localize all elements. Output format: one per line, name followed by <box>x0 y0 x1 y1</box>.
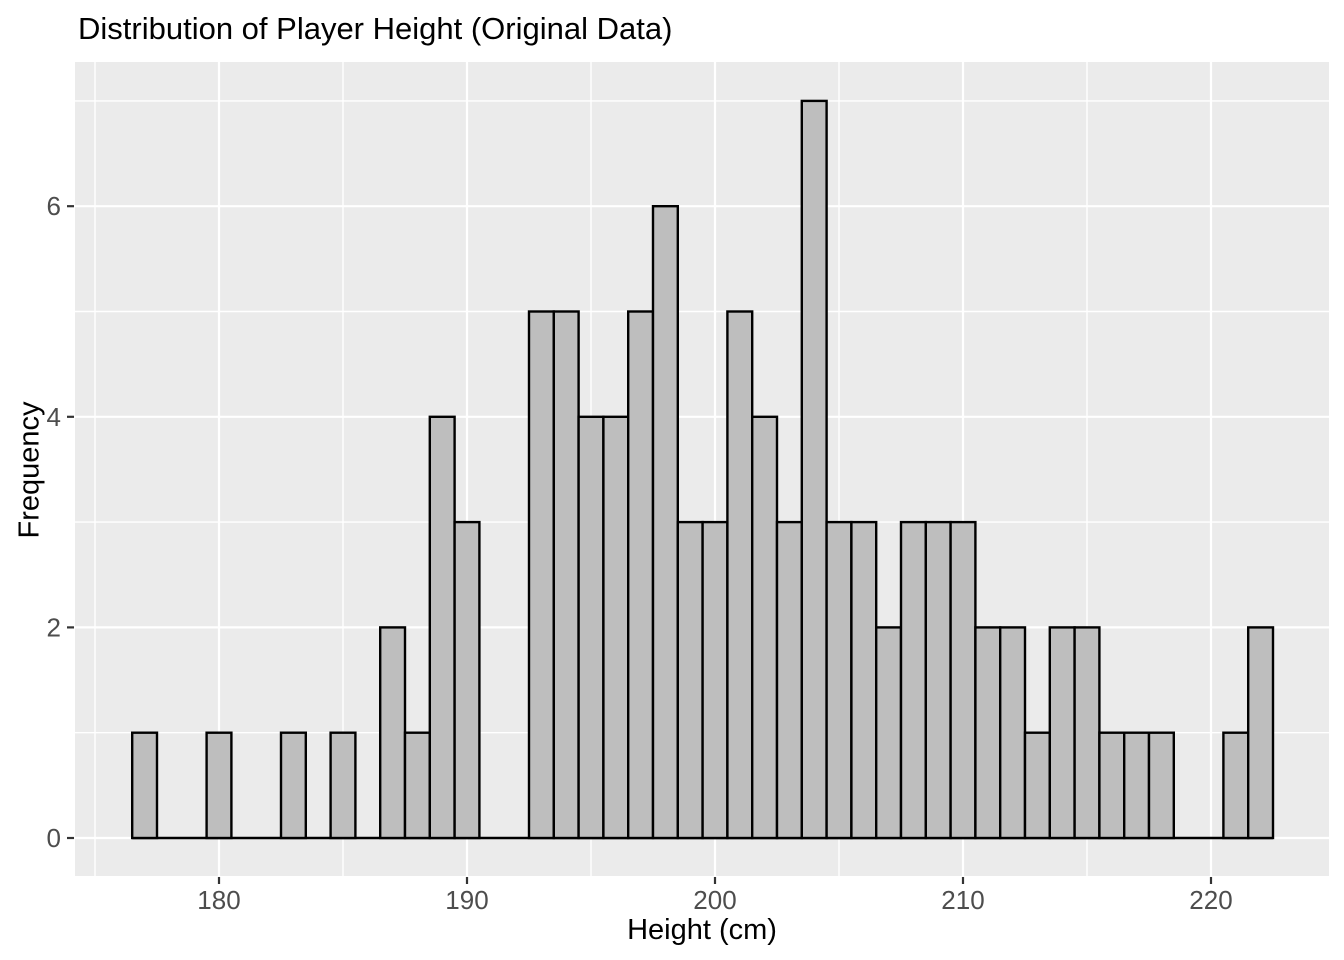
histogram-bar <box>1073 626 1101 840</box>
histogram-bar <box>403 731 431 840</box>
x-axis-title: Height (cm) <box>627 914 777 946</box>
y-tick-label: 6 <box>47 191 61 221</box>
x-tick-label: 190 <box>445 885 488 915</box>
histogram-bar <box>1048 626 1076 840</box>
y-tick-label: 2 <box>47 612 61 642</box>
histogram-bar <box>751 415 779 840</box>
histogram-bar <box>899 520 927 840</box>
histogram-bar <box>775 520 803 840</box>
x-tick-label: 180 <box>197 885 240 915</box>
histogram-bar <box>329 731 357 840</box>
x-tick-label: 200 <box>693 885 736 915</box>
histogram-bar <box>825 520 853 840</box>
histogram-bar <box>552 310 580 840</box>
histogram-bar <box>453 520 481 840</box>
histogram-bar <box>850 520 878 840</box>
histogram-bar <box>726 310 754 840</box>
histogram-bar <box>949 520 977 840</box>
histogram-bar <box>1023 731 1051 840</box>
histogram-bar <box>1147 731 1175 840</box>
histogram-bar <box>1098 731 1126 840</box>
histogram-bar <box>602 415 630 840</box>
histogram-bar <box>627 310 655 840</box>
x-tick-label: 220 <box>1189 885 1232 915</box>
histogram-bar <box>379 626 407 840</box>
histogram-bar <box>924 520 952 840</box>
histogram-bar <box>999 626 1027 840</box>
histogram-bar <box>279 731 307 840</box>
histogram-bar <box>800 99 828 840</box>
histogram-bar <box>130 731 159 840</box>
y-tick-label: 0 <box>47 823 61 853</box>
histogram-bar <box>701 520 729 840</box>
histogram-bar <box>577 415 605 840</box>
x-tick-label: 210 <box>941 885 984 915</box>
histogram-bar <box>676 520 704 840</box>
histogram-bar <box>1222 731 1250 840</box>
y-axis-title: Frequency <box>13 401 46 539</box>
histogram-bar <box>1122 731 1151 840</box>
y-tick-label: 4 <box>47 402 61 432</box>
histogram-bar <box>651 204 679 840</box>
histogram-bar <box>974 626 1002 840</box>
histogram-bar <box>1246 626 1275 840</box>
chart-title: Distribution of Player Height (Original … <box>78 11 673 46</box>
histogram-bar <box>428 415 456 840</box>
histogram-bar <box>875 626 903 840</box>
histogram-bar <box>205 731 233 840</box>
histogram-bar <box>527 310 555 840</box>
